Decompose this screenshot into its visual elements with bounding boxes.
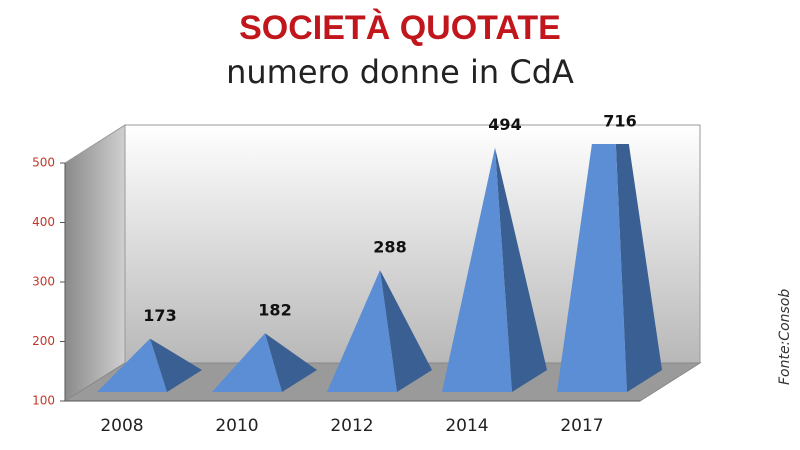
pyramid-front <box>97 338 167 392</box>
pyramid-side <box>150 338 202 392</box>
x-tick-label: 2012 <box>330 416 373 436</box>
chart-subtitle: numero donne in CdA <box>226 53 574 91</box>
pyramid <box>557 144 662 392</box>
pyramid-side <box>380 270 432 392</box>
source-note: Fonte:Consob <box>777 289 793 385</box>
pyramid <box>327 270 432 392</box>
pyramid-front <box>557 144 627 392</box>
value-label: 494 <box>488 115 521 134</box>
value-label: 288 <box>373 238 406 257</box>
y-tick-label: 400 <box>32 215 55 229</box>
x-tick-label: 2010 <box>215 416 258 436</box>
y-tick-label: 200 <box>32 334 55 348</box>
pyramid-side <box>495 147 547 392</box>
x-tick-label: 2014 <box>445 416 488 436</box>
value-label: 173 <box>143 306 176 325</box>
pyramid-front <box>327 270 397 392</box>
pyramid <box>212 333 317 392</box>
y-tick-label: 300 <box>32 275 55 289</box>
chart-title: SOCIETÀ QUOTATE <box>239 9 561 47</box>
pyramid-side <box>615 144 662 392</box>
value-label: 182 <box>258 301 291 320</box>
pyramid <box>97 338 202 392</box>
pyramid-side <box>265 333 317 392</box>
x-tick-label: 2008 <box>100 416 143 436</box>
y-tick-label: 500 <box>32 156 55 170</box>
value-label: 716 <box>603 112 636 131</box>
pyramid-front <box>442 147 512 392</box>
y-tick-label: 100 <box>32 394 55 408</box>
pyramid-front <box>212 333 282 392</box>
x-tick-label: 2017 <box>560 416 603 436</box>
pyramid <box>442 147 547 392</box>
bars <box>97 144 662 392</box>
